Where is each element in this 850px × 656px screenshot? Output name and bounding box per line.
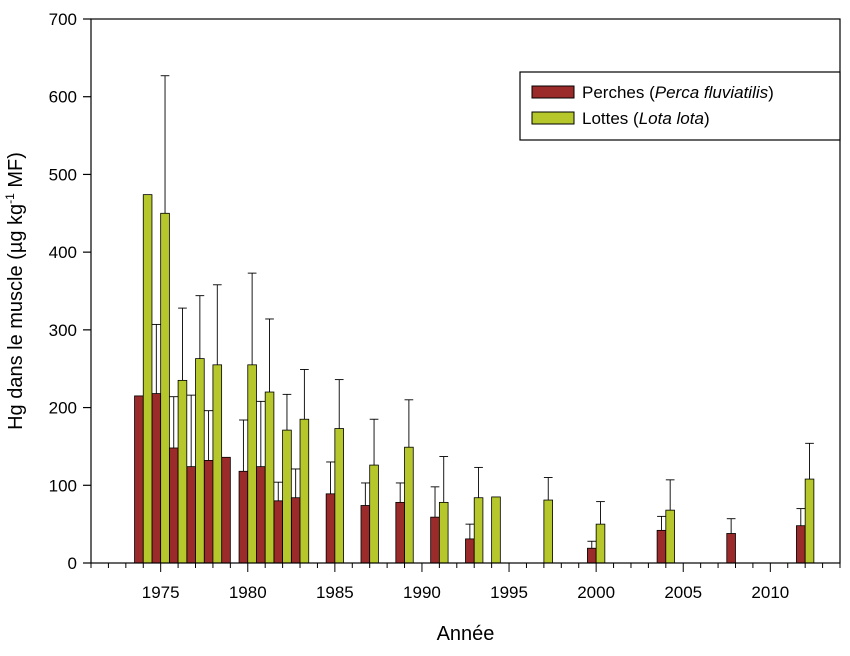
bars-layer [134,194,815,564]
bar-lottes-1997 [543,499,553,564]
bar-lottes-1993 [473,497,484,564]
error-bars-layer [151,75,814,549]
bar-perches-1993 [465,538,475,564]
bar-perches-1980 [238,470,249,564]
bar-perches-1977 [186,466,196,564]
legend-swatch-perches [531,85,575,99]
bar-lottes-1980 [247,364,257,564]
x-tick-label: 1985 [316,583,354,602]
legend-lottes-common: Lottes ( [582,109,639,128]
y-axis-label-superscript: -1 [3,193,17,204]
legend: Perches (Perca fluviatilis) Lottes (Lota… [519,71,841,141]
bar-perches-2004 [656,529,667,564]
bar-perches-1983 [290,497,301,564]
legend-perches-latin: Perca fluviatilis [655,83,769,102]
bar-perches-1975 [151,393,162,564]
bar-lottes-2000 [595,523,606,564]
y-tick-label: 200 [49,399,77,418]
bar-lottes-1985 [334,428,344,564]
bar-perches-1987 [360,505,371,564]
legend-lottes-latin: Lota lota [639,109,704,128]
legend-label-lottes: Lottes (Lota lota) [582,109,710,128]
legend-box [519,71,841,141]
x-ticks: 1975 1980 1985 1990 1995 2000 2005 2010 [90,563,841,602]
x-tick-label: 1980 [229,583,267,602]
bar-perches-2012 [796,525,806,564]
y-tick-label: 100 [49,476,77,495]
bar-perches-1982 [273,500,284,564]
y-axis-label-unit: MF) [5,152,27,193]
y-tick-label: 0 [68,554,77,573]
bar-perches-2008 [726,533,736,564]
bar-lottes-1974 [142,194,153,564]
bar-perches-1981 [256,466,266,564]
bar-lottes-1983 [299,418,310,564]
y-tick-label: 400 [49,243,77,262]
bar-lottes-1978 [212,364,223,564]
y-axis-label: Hg dans le muscle (µg kg-1 MF) [3,152,27,430]
y-tick-label: 700 [49,10,77,29]
y-tick-label: 300 [49,321,77,340]
bar-lottes-1976 [177,379,188,564]
y-tick-label: 500 [49,165,77,184]
bar-lottes-1981 [264,391,275,564]
bar-perches-1976 [168,447,179,564]
bar-perches-1985 [325,493,336,564]
bar-perches-1991 [430,516,440,564]
bar-perches-2000 [587,547,597,564]
bar-lottes-1991 [438,501,449,564]
x-tick-label: 2005 [664,583,702,602]
legend-perches-common: Perches ( [582,83,655,102]
bar-lottes-1975 [160,212,170,564]
x-tick-label: 2000 [577,583,615,602]
bar-lottes-1977 [195,358,205,564]
legend-label-perches: Perches (Perca fluviatilis) [582,83,774,102]
x-tick-label: 1990 [403,583,441,602]
bar-lottes-1989 [404,446,414,564]
bar-lottes-1994 [491,496,501,564]
y-axis-label-main: Hg dans le muscle (µg kg [5,204,27,430]
bar-perches-1979 [221,456,231,564]
y-ticks: 0 100 200 300 400 500 600 700 [49,10,91,573]
bar-lottes-1982 [282,429,292,564]
legend-lottes-close: ) [704,109,710,128]
bar-perches-1974 [134,395,144,564]
x-tick-label: 1975 [142,583,180,602]
x-axis-label: Année [437,623,495,645]
plot-frame [90,18,841,564]
bar-perches-1989 [395,501,405,564]
x-tick-label: 2010 [751,583,789,602]
bar-lottes-2004 [665,509,675,564]
legend-swatch-lottes [531,111,575,125]
bar-lottes-1987 [369,464,379,564]
bar-perches-1978 [203,460,214,564]
bar-lottes-2012 [804,478,815,564]
y-tick-label: 600 [49,88,77,107]
legend-perches-close: ) [768,83,774,102]
x-tick-label: 1995 [490,583,528,602]
